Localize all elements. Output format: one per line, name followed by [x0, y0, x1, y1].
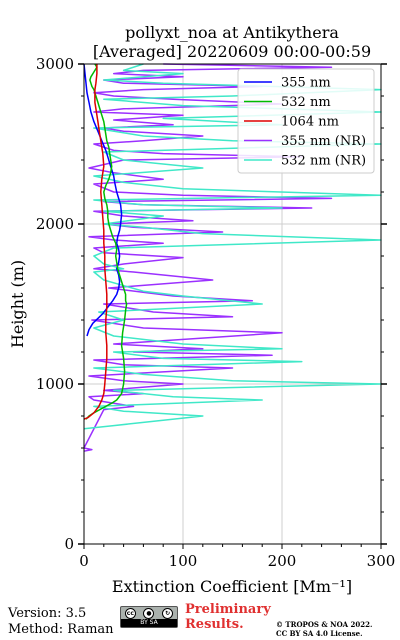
y-tick-label: 3000: [36, 55, 74, 73]
chart-title-line-2: [Averaged] 20220609 00:00-00:59: [93, 42, 371, 61]
preliminary-line-1: Preliminary: [185, 602, 271, 617]
cc-icon: cc: [124, 607, 136, 619]
legend-label: 532 nm (NR): [281, 154, 366, 169]
legend-label: 355 nm (NR): [281, 134, 366, 149]
legend-label: 355 nm: [281, 76, 331, 91]
preliminary-results-note: Preliminary Results.: [185, 602, 271, 632]
version-text: Version: 3.5: [8, 606, 87, 621]
cc-license-badge: cc ● ↻ BY SA: [120, 606, 178, 628]
series-line-532-nm: [85, 63, 128, 420]
plot-frame: [83, 63, 382, 545]
legend: 355 nm 532 nm 1064 nm 355 nm (NR) 532 nm (NR…: [237, 68, 375, 174]
copyright-line-2: CC BY SA 4.0 License.: [276, 629, 363, 638]
y-tick-label: 1000: [36, 375, 74, 393]
series-line-355-nm: [83, 63, 123, 337]
y-tick-label: 0: [64, 535, 74, 553]
x-tick-label: 200: [268, 552, 297, 570]
y-tick-label: 2000: [36, 215, 74, 233]
chart-title-line-1: pollyxt_noa at Antikythera: [125, 23, 339, 42]
sa-icon: ↻: [162, 607, 174, 619]
preliminary-line-2: Results.: [185, 617, 244, 632]
x-tick-label: 0: [79, 552, 89, 570]
legend-box: [237, 68, 375, 174]
legend-items: 355 nm 532 nm 1064 nm 355 nm (NR) 532 nm (NR…: [244, 76, 366, 169]
copyright-note: © TROPOS & NOA 2022. CC BY SA 4.0 Licens…: [276, 620, 372, 638]
method-text: Method: Raman: [8, 622, 114, 637]
legend-label: 532 nm: [281, 95, 331, 110]
x-axis-label: Extinction Coefficient [Mm⁻¹]: [112, 577, 352, 596]
x-tick-label: 300: [367, 552, 396, 570]
cc-badge-label: BY SA: [121, 619, 177, 627]
legend-label: 1064 nm: [281, 115, 339, 130]
x-tick-label: 100: [169, 552, 198, 570]
copyright-line-1: © TROPOS & NOA 2022.: [276, 620, 373, 629]
by-person-icon: ●: [143, 607, 155, 619]
series-line-1064-nm: [83, 64, 108, 420]
footer-version-info: Version: 3.5 Method: Raman: [8, 606, 114, 638]
y-axis-label: Height (m): [8, 260, 27, 348]
